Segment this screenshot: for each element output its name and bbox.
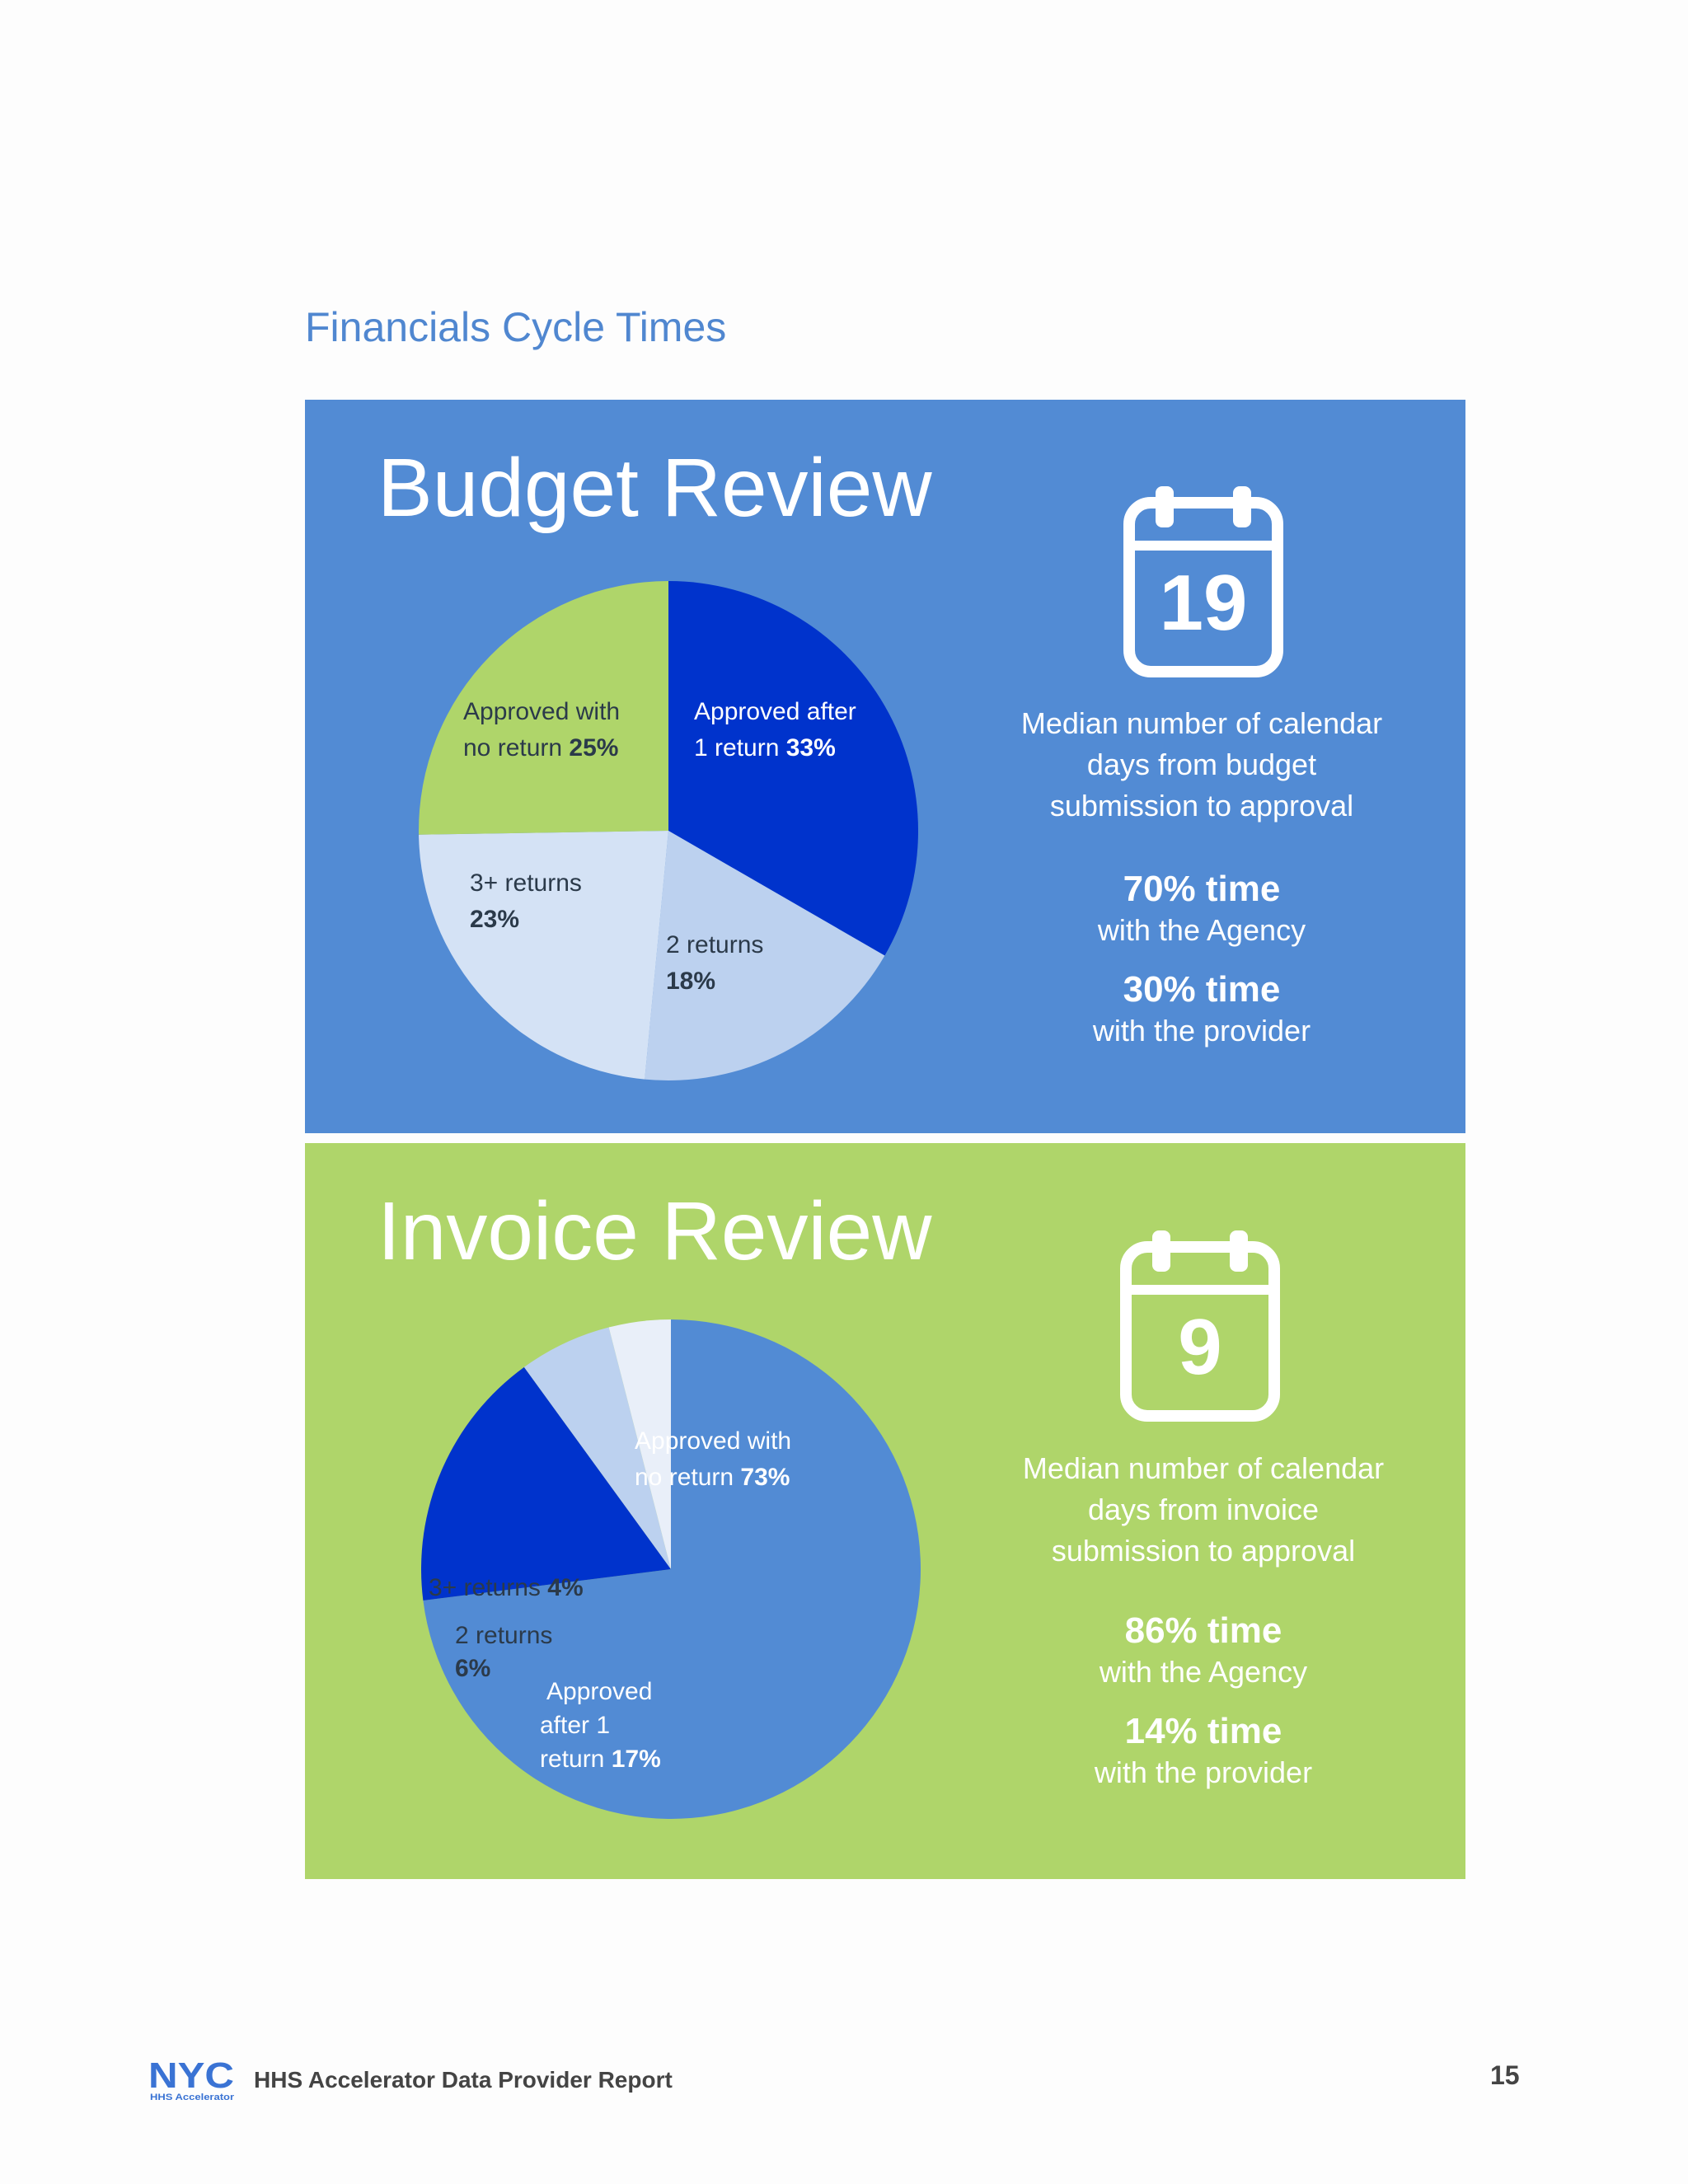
nyc-logo-subtext: HHS Accelerator <box>150 2093 235 2102</box>
invoice-review-title: Invoice Review <box>377 1185 932 1277</box>
budget-provider-label: with the provider <box>1092 1014 1311 1047</box>
invoice-label-3-plus-returns: 3+ returns 4% <box>429 1574 584 1601</box>
invoice-agency-label: with the Agency <box>1099 1655 1308 1689</box>
invoice-slice-approved-with-no-return <box>423 1319 921 1819</box>
budget-review-panel: Budget Review Approved after 1 return 33… <box>305 400 1465 1133</box>
budget-agency-pct: 70% time <box>1123 869 1281 909</box>
invoice-slice-3-returns <box>608 1319 671 1569</box>
invoice-median-text: Median number of calendar days from invo… <box>1022 1451 1385 1568</box>
calendar-icon <box>1120 1230 1280 1422</box>
nyc-logo-text: NYC <box>148 2056 234 2096</box>
budget-slice-approved-with-no-return <box>419 581 668 835</box>
calendar-icon <box>1123 486 1283 677</box>
invoice-label-approved-no-return: Approved with no return 73% <box>635 1427 792 1491</box>
page-title: Financials Cycle Times <box>305 304 727 350</box>
budget-stats: Median number of calendar days from budg… <box>971 703 1432 1051</box>
budget-label-approved-after-1: Approved after 1 return 33% <box>694 698 856 762</box>
budget-agency-label: with the Agency <box>1097 913 1306 947</box>
invoice-slice-2-returns <box>523 1327 671 1569</box>
budget-slice-approved-after-1-return <box>668 581 918 956</box>
budget-slice-2-returns <box>645 831 885 1080</box>
budget-review-title: Budget Review <box>377 442 932 534</box>
invoice-provider-label: with the provider <box>1094 1755 1313 1789</box>
budget-slice-3-returns <box>419 831 668 1080</box>
budget-label-approved-no-return: Approved with no return 25% <box>463 698 621 762</box>
invoice-median-days: 9 <box>1178 1303 1222 1391</box>
invoice-stats: Median number of calendar days from invo… <box>973 1448 1434 1793</box>
invoice-label-approved-after-1: Approved after 1 return 17% <box>540 1678 661 1773</box>
budget-provider-pct: 30% time <box>1123 969 1281 1010</box>
invoice-review-panel: Invoice Review Approved with no return 7… <box>305 1143 1465 1879</box>
nyc-logo: NYC HHS Accelerator <box>148 2056 235 2102</box>
budget-label-2-returns: 2 returns 18% <box>666 931 764 995</box>
budget-median-days: 19 <box>1159 559 1248 647</box>
invoice-slice-approved-after-1-return <box>421 1366 671 1601</box>
invoice-provider-pct: 14% time <box>1124 1711 1282 1751</box>
invoice-pie-chart <box>421 1319 921 1819</box>
budget-label-3-plus-returns: 3+ returns 23% <box>470 869 582 933</box>
footer-report-name: HHS Accelerator Data Provider Report <box>254 2067 673 2093</box>
invoice-agency-pct: 86% time <box>1124 1610 1282 1651</box>
invoice-label-2-returns: 2 returns 6% <box>455 1622 553 1682</box>
budget-median-text: Median number of calendar days from budg… <box>1020 706 1383 823</box>
budget-pie-chart <box>419 581 918 1080</box>
page-number: 15 <box>1490 2060 1520 2090</box>
